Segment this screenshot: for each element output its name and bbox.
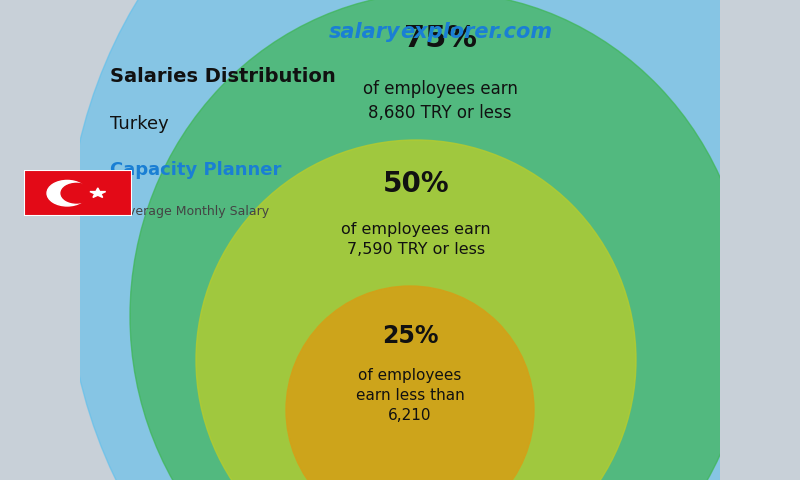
Text: * Average Monthly Salary: * Average Monthly Salary bbox=[110, 205, 269, 218]
Text: 75%: 75% bbox=[403, 24, 477, 53]
Ellipse shape bbox=[66, 0, 800, 480]
Text: of employees earn
8,680 TRY or less: of employees earn 8,680 TRY or less bbox=[362, 80, 518, 121]
Ellipse shape bbox=[286, 286, 534, 480]
Text: explorer.com: explorer.com bbox=[400, 22, 552, 42]
Text: Salaries Distribution: Salaries Distribution bbox=[110, 67, 336, 85]
Ellipse shape bbox=[130, 0, 750, 480]
Text: Turkey: Turkey bbox=[110, 115, 169, 133]
Text: 25%: 25% bbox=[382, 324, 438, 348]
Text: of employees earn
7,590 TRY or less: of employees earn 7,590 TRY or less bbox=[341, 222, 491, 257]
Polygon shape bbox=[90, 188, 106, 197]
Text: salary: salary bbox=[328, 22, 400, 42]
Text: Capacity Planner: Capacity Planner bbox=[110, 161, 282, 179]
Ellipse shape bbox=[196, 140, 636, 480]
Circle shape bbox=[61, 183, 92, 203]
FancyBboxPatch shape bbox=[24, 170, 132, 216]
Text: of employees
earn less than
6,210: of employees earn less than 6,210 bbox=[356, 368, 464, 422]
Text: 50%: 50% bbox=[382, 170, 450, 198]
Circle shape bbox=[47, 180, 87, 206]
